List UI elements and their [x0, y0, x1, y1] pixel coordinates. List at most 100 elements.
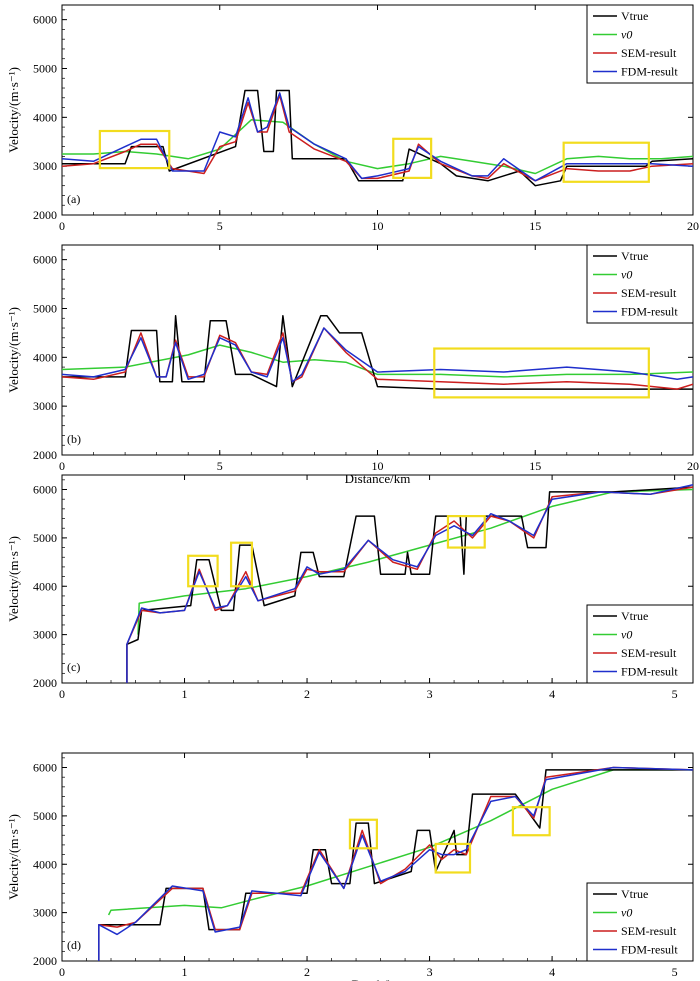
panel-d-y-tick-label: 3000	[33, 906, 57, 920]
panel-d-label: (d)	[67, 938, 81, 952]
panel-b-y-tick-label: 4000	[33, 350, 57, 364]
panel-b-y-axis-label: Velocity/(m·s⁻¹)	[6, 307, 21, 393]
panel-c-series-group	[126, 483, 693, 683]
panel-d-highlight-box	[511, 806, 551, 837]
panel-d-series-v0	[107, 769, 693, 916]
panel-a-y-tick-label: 4000	[33, 110, 57, 124]
panel-d-series-fdm-result	[98, 766, 693, 961]
panel-d-y-tick-label: 2000	[33, 954, 57, 968]
panel-b-y-tick-label: 2000	[33, 448, 57, 462]
panel-c-highlight-box	[229, 541, 254, 588]
panel-c-y-tick-label: 4000	[33, 579, 57, 593]
panel-b-series-vtrue	[62, 315, 693, 390]
panel-b: 0 5 10 15 20 2000 3000 4000 5000 6000 Velocity/(m·…	[6, 244, 699, 486]
panel-a-legend-label-v0: v0	[621, 28, 632, 42]
panel-b-highlight-box	[433, 347, 650, 399]
panel-a-highlight-box	[562, 141, 650, 183]
panel-a-y-tick-label: 2000	[33, 208, 57, 222]
panel-d-highlight-box	[434, 842, 472, 874]
panel-a-x-tick-label: 20	[687, 219, 699, 233]
panel-c-legend-label-fdm-result: FDM-result	[621, 665, 678, 679]
panel-b-series-v0	[62, 344, 693, 378]
panel-c-series-v0	[137, 488, 693, 635]
panel-d-series-group	[98, 766, 693, 961]
panel-a-x-tick-label: 10	[372, 219, 384, 233]
panel-d-legend	[586, 882, 694, 962]
panel-b-x-tick-label: 5	[217, 459, 223, 473]
panel-a-x-tick-label: 5	[217, 219, 223, 233]
panel-c-label: (c)	[67, 660, 80, 674]
panel-b-legend-label-sem-result: SEM-result	[621, 286, 677, 300]
panel-d-y-axis-label: Velocity/(m·s⁻¹)	[6, 814, 21, 900]
panel-d-axes-frame	[61, 752, 694, 962]
panel-a-y-tick-label: 6000	[33, 13, 57, 27]
panel-c-highlight-box	[187, 554, 219, 588]
panel-a-highlight-box	[98, 129, 171, 170]
panel-d-x-tick-label: 5	[672, 965, 678, 979]
panel-c-axes-frame	[61, 474, 694, 684]
panel-d-x-tick-label: 4	[549, 965, 555, 979]
panel-d-legend-label-fdm-result: FDM-result	[621, 943, 678, 957]
panel-d-series-sem-result	[98, 766, 693, 961]
panel-c-y-tick-label: 3000	[33, 628, 57, 642]
panel-d-y-tick-label: 5000	[33, 809, 57, 823]
panel-d-x-tick-label: 1	[182, 965, 188, 979]
panel-c-x-tick-label: 5	[672, 687, 678, 701]
panel-d-x-tick-label: 2	[304, 965, 310, 979]
panel-b-y-tick-label: 3000	[33, 399, 57, 413]
panel-d-x-axis-label: Depth/km	[352, 977, 404, 981]
panel-a-label: (a)	[67, 192, 80, 206]
panel-b-y-tick-label: 5000	[33, 301, 57, 315]
panel-b-series-fdm-result	[62, 327, 693, 383]
panel-c-y-tick-label: 2000	[33, 676, 57, 690]
panel-b-series-group	[62, 315, 693, 390]
panel-a-legend-label-sem-result: SEM-result	[621, 46, 677, 60]
panel-d-highlight-box	[348, 818, 378, 850]
panel-c-legend	[586, 604, 694, 684]
panel-b-legend-label-v0: v0	[621, 268, 632, 282]
panel-b-legend-label-fdm-result: FDM-result	[621, 305, 678, 319]
panel-a-legend-label-fdm-result: FDM-result	[621, 65, 678, 79]
panel-a-x-tick-label: 0	[59, 219, 65, 233]
panel-a-highlight-box	[392, 137, 433, 179]
panel-b-legend	[586, 244, 694, 324]
panel-c-y-tick-label: 6000	[33, 483, 57, 497]
panel-c-highlight-box	[446, 515, 486, 549]
panel-c-y-axis-label: Velocity/(m·s⁻¹)	[6, 536, 21, 622]
panel-c: 0 1 2 3 4 5 2000 3000 4000 5000 6000 Velocity/(m·s⁻…	[6, 474, 694, 701]
panel-b-legend-label-vtrue: Vtrue	[621, 249, 648, 263]
panel-d: 0 1 2 3 4 5 2000 3000 4000 5000 6000 Velocity/(m·s⁻…	[6, 752, 694, 981]
panel-b-x-tick-label: 20	[687, 459, 699, 473]
panel-c-legend-label-sem-result: SEM-result	[621, 646, 677, 660]
panel-a-legend	[586, 4, 694, 84]
panel-d-legend-label-vtrue: Vtrue	[621, 887, 648, 901]
panel-c-series-fdm-result	[126, 483, 693, 683]
panel-c-y-tick-label: 5000	[33, 531, 57, 545]
panel-a-series-v0	[62, 119, 693, 175]
panel-a-y-axis-label: Velocity/(m·s⁻¹)	[6, 67, 21, 153]
panel-d-legend-label-sem-result: SEM-result	[621, 924, 677, 938]
panel-a: 0 5 10 15 20 2000 3000 4000 5000 6000 Velocity/(m·…	[6, 4, 699, 233]
panel-a-series-group	[62, 89, 693, 187]
panel-c-x-tick-label: 2	[304, 687, 310, 701]
panel-d-y-tick-label: 4000	[33, 857, 57, 871]
panel-c-x-tick-label: 0	[59, 687, 65, 701]
panel-b-label: (b)	[67, 432, 81, 446]
panel-b-x-tick-label: 15	[529, 459, 541, 473]
panel-b-y-tick-label: 6000	[33, 253, 57, 267]
panel-d-legend-label-v0: v0	[621, 906, 632, 920]
panel-c-legend-label-vtrue: Vtrue	[621, 609, 648, 623]
panel-c-x-tick-label: 3	[427, 687, 433, 701]
panel-d-x-tick-label: 0	[59, 965, 65, 979]
panel-b-x-tick-label: 10	[372, 459, 384, 473]
panel-a-y-tick-label: 5000	[33, 61, 57, 75]
panel-a-legend-label-vtrue: Vtrue	[621, 9, 648, 23]
panel-a-x-tick-label: 15	[529, 219, 541, 233]
panel-c-legend-label-v0: v0	[621, 628, 632, 642]
panel-d-y-tick-label: 6000	[33, 761, 57, 775]
panel-c-x-tick-label: 4	[549, 687, 555, 701]
panel-b-x-axis-label: Distance/km	[345, 471, 411, 486]
panel-d-x-tick-label: 3	[427, 965, 433, 979]
panel-a-y-tick-label: 3000	[33, 159, 57, 173]
